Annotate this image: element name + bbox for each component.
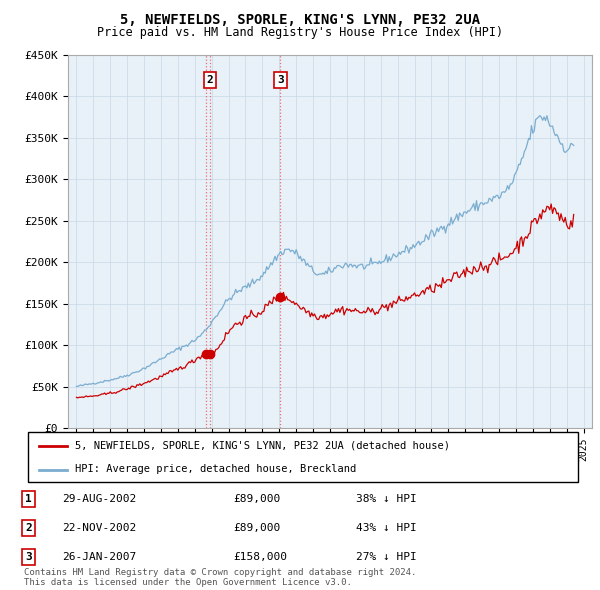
Text: 3: 3 [25,552,32,562]
Text: 3: 3 [277,75,284,85]
Text: £89,000: £89,000 [233,523,280,533]
Text: 5, NEWFIELDS, SPORLE, KING'S LYNN, PE32 2UA (detached house): 5, NEWFIELDS, SPORLE, KING'S LYNN, PE32 … [75,441,450,451]
FancyBboxPatch shape [28,432,578,482]
Text: Contains HM Land Registry data © Crown copyright and database right 2024.
This d: Contains HM Land Registry data © Crown c… [24,568,416,587]
Text: 2: 2 [25,523,32,533]
Text: 26-JAN-2007: 26-JAN-2007 [62,552,136,562]
Text: 2: 2 [206,75,214,85]
Text: 22-NOV-2002: 22-NOV-2002 [62,523,136,533]
Text: 5, NEWFIELDS, SPORLE, KING'S LYNN, PE32 2UA: 5, NEWFIELDS, SPORLE, KING'S LYNN, PE32 … [120,13,480,27]
Text: 29-AUG-2002: 29-AUG-2002 [62,494,136,504]
Text: 43% ↓ HPI: 43% ↓ HPI [356,523,417,533]
Text: £89,000: £89,000 [233,494,280,504]
Text: 38% ↓ HPI: 38% ↓ HPI [356,494,417,504]
Text: Price paid vs. HM Land Registry's House Price Index (HPI): Price paid vs. HM Land Registry's House … [97,26,503,39]
Text: £158,000: £158,000 [233,552,287,562]
Text: 1: 1 [25,494,32,504]
Text: HPI: Average price, detached house, Breckland: HPI: Average price, detached house, Brec… [75,464,356,474]
Text: 27% ↓ HPI: 27% ↓ HPI [356,552,417,562]
